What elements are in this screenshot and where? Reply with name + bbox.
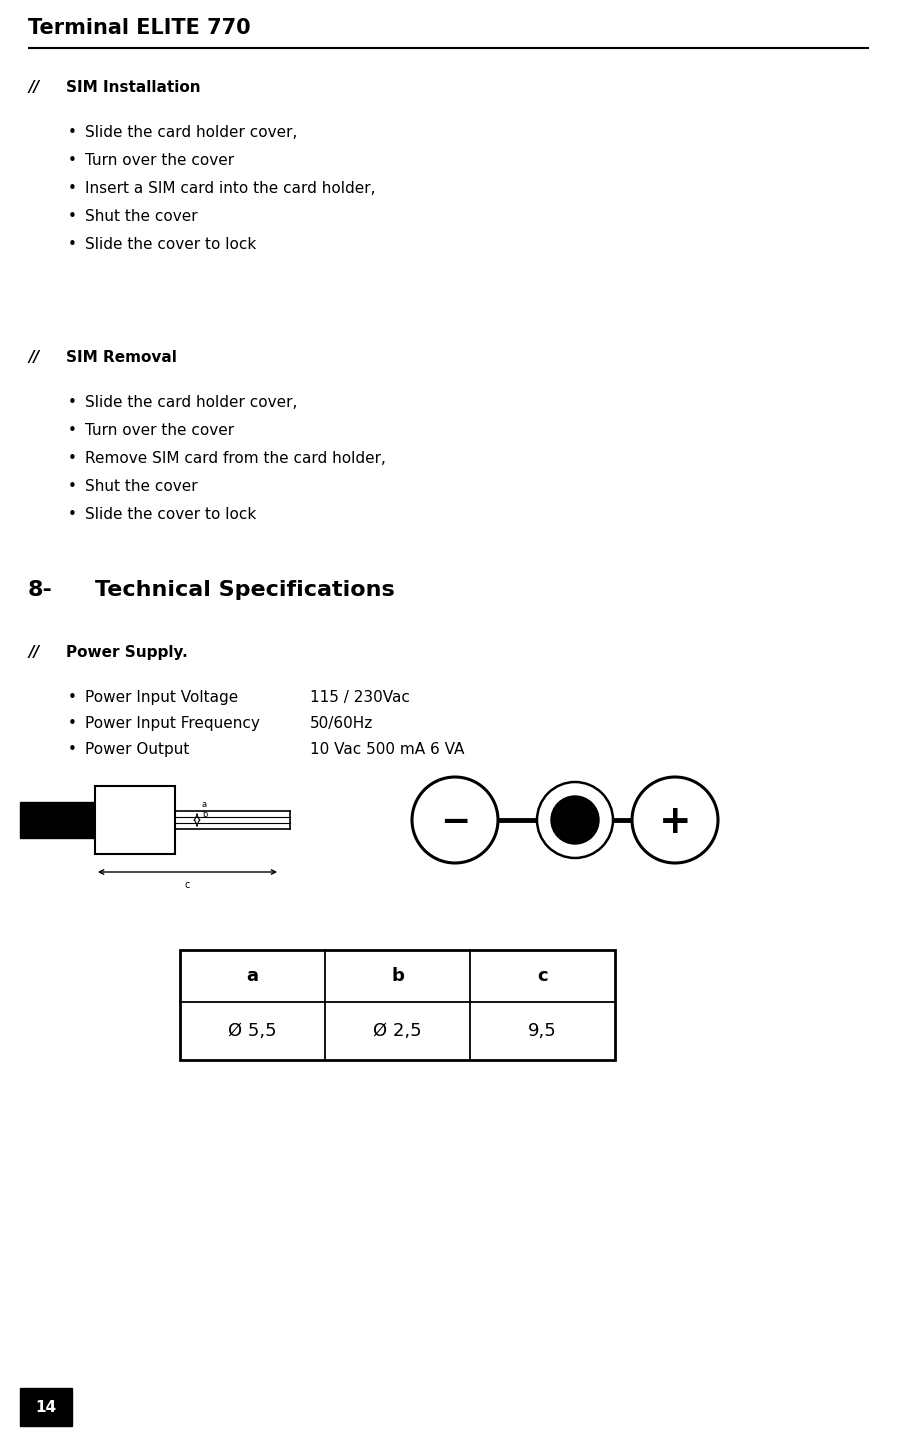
Text: 9,5: 9,5 <box>528 1022 557 1040</box>
Text: //: // <box>28 350 39 364</box>
Text: 14: 14 <box>36 1400 57 1414</box>
Bar <box>20 803 95 839</box>
Text: //: // <box>28 645 39 659</box>
Text: Turn over the cover: Turn over the cover <box>85 153 234 168</box>
Text: SIM Removal: SIM Removal <box>66 350 177 364</box>
Text: •: • <box>68 508 77 522</box>
Text: 8-: 8- <box>28 580 53 600</box>
Bar <box>95 787 175 855</box>
Text: •: • <box>68 451 77 466</box>
Bar <box>180 950 615 1060</box>
Text: 50/60Hz: 50/60Hz <box>310 716 373 732</box>
Text: Turn over the cover: Turn over the cover <box>85 424 234 438</box>
Text: •: • <box>68 742 77 758</box>
Text: •: • <box>68 153 77 168</box>
Text: •: • <box>68 210 77 224</box>
Text: Slide the cover to lock: Slide the cover to lock <box>85 508 257 522</box>
Text: Technical Specifications: Technical Specifications <box>95 580 395 600</box>
Text: •: • <box>68 237 77 252</box>
Text: b: b <box>202 810 207 818</box>
Circle shape <box>537 782 613 857</box>
Text: •: • <box>68 479 77 495</box>
Text: c: c <box>185 881 190 889</box>
Text: −: − <box>440 805 470 839</box>
Circle shape <box>632 777 718 863</box>
Text: •: • <box>68 181 77 197</box>
Text: •: • <box>68 690 77 706</box>
Text: b: b <box>391 967 404 985</box>
Text: •: • <box>68 124 77 140</box>
Bar <box>20 1388 72 1426</box>
Text: •: • <box>68 395 77 411</box>
Text: Power Input Voltage: Power Input Voltage <box>85 690 239 706</box>
Text: Power Output: Power Output <box>85 742 189 758</box>
Text: a: a <box>202 800 207 808</box>
Text: c: c <box>537 967 548 985</box>
Text: Shut the cover: Shut the cover <box>85 479 197 495</box>
Text: Slide the card holder cover,: Slide the card holder cover, <box>85 124 298 140</box>
Text: SIM Installation: SIM Installation <box>66 80 201 95</box>
Text: •: • <box>68 716 77 732</box>
Text: Insert a SIM card into the card holder,: Insert a SIM card into the card holder, <box>85 181 376 197</box>
Text: •: • <box>68 424 77 438</box>
Text: 115 / 230Vac: 115 / 230Vac <box>310 690 410 706</box>
Text: Power Input Frequency: Power Input Frequency <box>85 716 260 732</box>
Text: Power Supply.: Power Supply. <box>66 645 187 659</box>
Text: Slide the cover to lock: Slide the cover to lock <box>85 237 257 252</box>
Text: a: a <box>247 967 258 985</box>
Circle shape <box>551 795 599 844</box>
Text: Ø 2,5: Ø 2,5 <box>373 1022 422 1040</box>
Text: Terminal ELITE 770: Terminal ELITE 770 <box>28 17 250 38</box>
Text: Ø 5,5: Ø 5,5 <box>228 1022 277 1040</box>
Text: Slide the card holder cover,: Slide the card holder cover, <box>85 395 298 411</box>
Text: Shut the cover: Shut the cover <box>85 210 197 224</box>
Text: 10 Vac 500 mA 6 VA: 10 Vac 500 mA 6 VA <box>310 742 465 758</box>
Text: +: + <box>658 803 692 842</box>
Text: Remove SIM card from the card holder,: Remove SIM card from the card holder, <box>85 451 386 466</box>
Circle shape <box>412 777 498 863</box>
Text: //: // <box>28 80 39 95</box>
